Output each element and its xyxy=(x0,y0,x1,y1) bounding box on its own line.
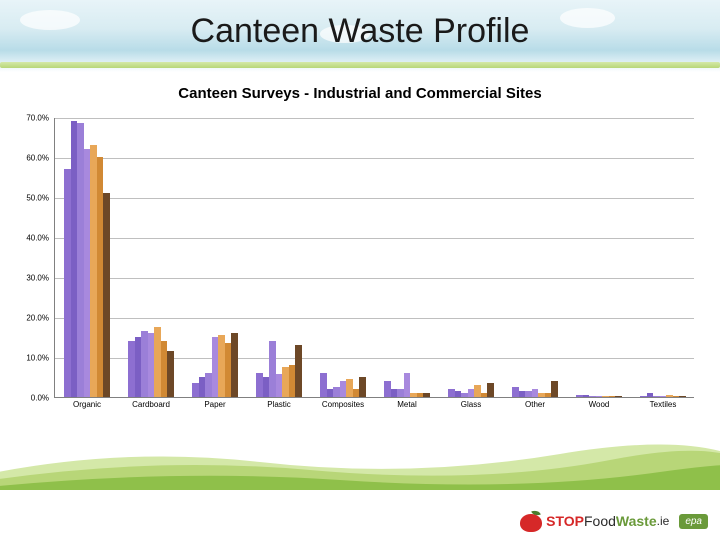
category-group xyxy=(384,373,430,397)
x-axis-label: Metal xyxy=(397,400,417,409)
logo-food-text: Food xyxy=(584,513,616,529)
epa-badge: epa xyxy=(679,514,708,529)
hill-svg xyxy=(0,430,720,490)
stop-foodwaste-logo: STOP Food Waste .ie xyxy=(520,510,669,532)
x-axis-label: Composites xyxy=(322,400,364,409)
gridline xyxy=(55,118,694,119)
y-axis-label: 10.0% xyxy=(26,354,49,363)
bar xyxy=(103,193,110,397)
y-axis-label: 30.0% xyxy=(26,274,49,283)
x-axis-label: Organic xyxy=(73,400,101,409)
y-axis-label: 40.0% xyxy=(26,234,49,243)
bar xyxy=(423,393,430,397)
y-axis-label: 20.0% xyxy=(26,314,49,323)
logo-stop-text: STOP xyxy=(546,513,584,529)
y-axis-label: 0.0% xyxy=(31,394,49,403)
bar xyxy=(295,345,302,397)
logo-waste-text: Waste xyxy=(616,513,657,529)
category-group xyxy=(576,395,622,397)
x-axis-label: Plastic xyxy=(267,400,291,409)
chart-title: Canteen Surveys - Industrial and Commerc… xyxy=(0,85,720,102)
category-group xyxy=(192,333,238,397)
x-axis-label: Textiles xyxy=(650,400,677,409)
apple-icon xyxy=(520,510,542,532)
bar-chart: 0.0%10.0%20.0%30.0%40.0%50.0%60.0%70.0%O… xyxy=(54,118,694,410)
category-group xyxy=(512,381,558,397)
category-group xyxy=(640,393,686,397)
x-axis-label: Cardboard xyxy=(132,400,170,409)
y-axis-label: 70.0% xyxy=(26,114,49,123)
gridline xyxy=(55,278,694,279)
bar xyxy=(487,383,494,397)
gridline xyxy=(55,158,694,159)
gridline xyxy=(55,318,694,319)
category-group xyxy=(320,373,366,397)
bar xyxy=(359,377,366,397)
bar xyxy=(679,396,686,397)
footer-logo-area: STOP Food Waste .ie epa xyxy=(520,510,708,532)
plot-area: 0.0%10.0%20.0%30.0%40.0%50.0%60.0%70.0%O… xyxy=(54,118,694,398)
x-axis-label: Paper xyxy=(204,400,225,409)
bar xyxy=(551,381,558,397)
category-group xyxy=(128,327,174,397)
y-axis-label: 50.0% xyxy=(26,194,49,203)
gridline xyxy=(55,198,694,199)
y-axis-label: 60.0% xyxy=(26,154,49,163)
grass-strip xyxy=(0,62,720,68)
category-group xyxy=(64,121,110,397)
bar xyxy=(231,333,238,397)
bar xyxy=(167,351,174,397)
logo-ie-text: .ie xyxy=(657,514,670,528)
bar xyxy=(615,396,622,397)
gridline xyxy=(55,238,694,239)
category-group xyxy=(448,383,494,397)
x-axis-label: Glass xyxy=(461,400,481,409)
x-axis-label: Other xyxy=(525,400,545,409)
page-title: Canteen Waste Profile xyxy=(0,12,720,51)
x-axis-label: Wood xyxy=(589,400,610,409)
footer-landscape xyxy=(0,430,720,490)
category-group xyxy=(256,341,302,397)
